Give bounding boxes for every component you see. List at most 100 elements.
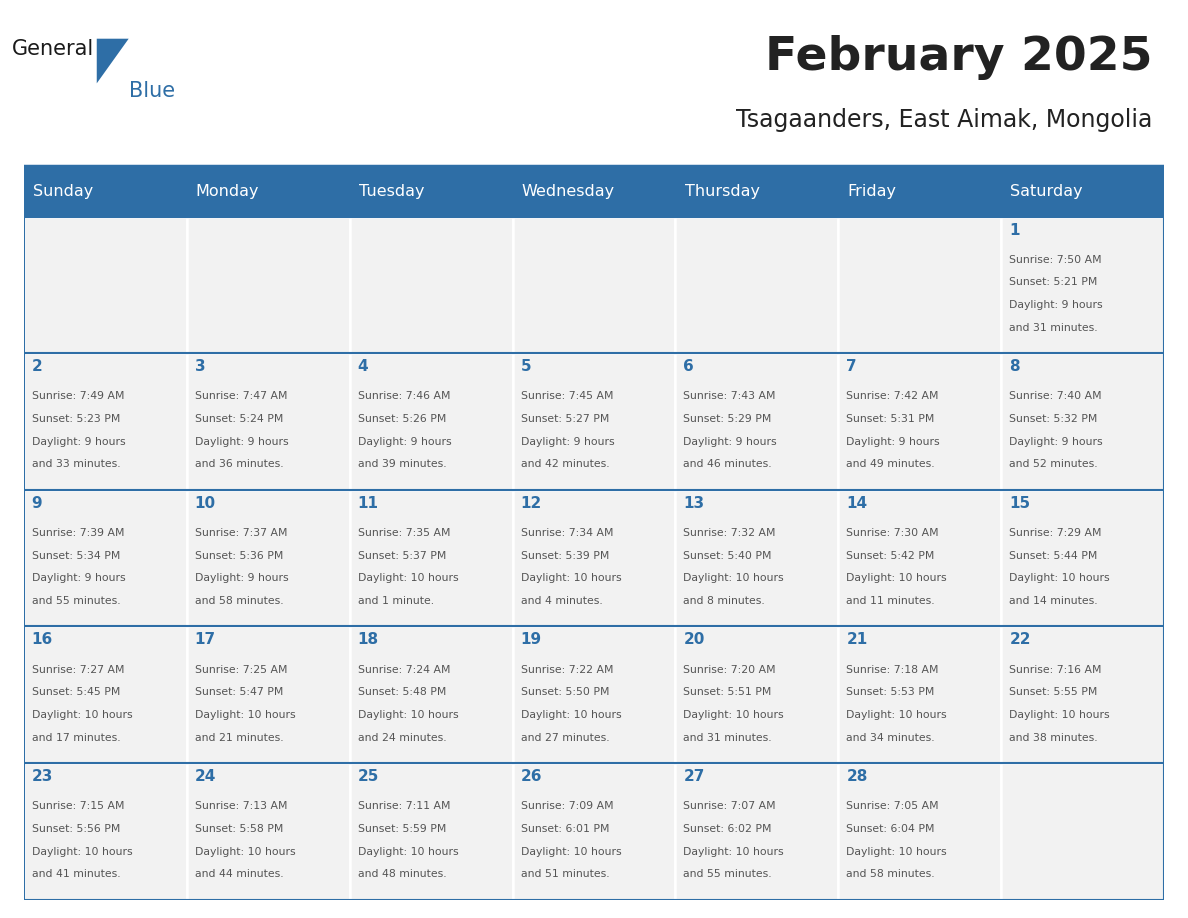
Text: Daylight: 9 hours: Daylight: 9 hours xyxy=(32,574,126,583)
Bar xyxy=(839,167,1001,217)
Bar xyxy=(24,217,187,353)
Bar xyxy=(676,626,839,763)
Bar xyxy=(839,763,1001,900)
Text: Sunset: 5:48 PM: Sunset: 5:48 PM xyxy=(358,688,446,698)
Bar xyxy=(676,167,839,217)
Text: 6: 6 xyxy=(683,359,694,375)
Text: and 11 minutes.: and 11 minutes. xyxy=(846,596,935,606)
Text: 19: 19 xyxy=(520,633,542,647)
Text: Sunset: 5:27 PM: Sunset: 5:27 PM xyxy=(520,414,609,424)
Text: 7: 7 xyxy=(846,359,857,375)
Text: 10: 10 xyxy=(195,496,216,510)
Text: Sunset: 5:36 PM: Sunset: 5:36 PM xyxy=(195,551,283,561)
Text: Sunrise: 7:50 AM: Sunrise: 7:50 AM xyxy=(1010,254,1102,264)
Text: Tsagaanders, East Aimak, Mongolia: Tsagaanders, East Aimak, Mongolia xyxy=(737,108,1152,132)
Text: 24: 24 xyxy=(195,769,216,784)
Text: Sunset: 5:29 PM: Sunset: 5:29 PM xyxy=(683,414,772,424)
Text: and 42 minutes.: and 42 minutes. xyxy=(520,460,609,469)
Text: and 58 minutes.: and 58 minutes. xyxy=(195,596,283,606)
Text: Sunrise: 7:15 AM: Sunrise: 7:15 AM xyxy=(32,801,125,812)
Text: and 4 minutes.: and 4 minutes. xyxy=(520,596,602,606)
Text: Sunrise: 7:49 AM: Sunrise: 7:49 AM xyxy=(32,391,125,401)
Bar xyxy=(349,167,512,217)
Text: Daylight: 9 hours: Daylight: 9 hours xyxy=(195,574,289,583)
Text: Sunset: 5:31 PM: Sunset: 5:31 PM xyxy=(846,414,935,424)
Text: Sunset: 6:04 PM: Sunset: 6:04 PM xyxy=(846,823,935,834)
Text: Daylight: 9 hours: Daylight: 9 hours xyxy=(195,437,289,447)
Text: 3: 3 xyxy=(195,359,206,375)
Text: 21: 21 xyxy=(846,633,867,647)
Text: 22: 22 xyxy=(1010,633,1031,647)
Text: and 14 minutes.: and 14 minutes. xyxy=(1010,596,1098,606)
Text: Sunrise: 7:07 AM: Sunrise: 7:07 AM xyxy=(683,801,776,812)
Text: Sunday: Sunday xyxy=(33,185,93,199)
Text: 20: 20 xyxy=(683,633,704,647)
Bar xyxy=(24,167,187,217)
Bar xyxy=(512,167,676,217)
Text: Sunrise: 7:20 AM: Sunrise: 7:20 AM xyxy=(683,665,776,675)
Text: Monday: Monday xyxy=(196,185,259,199)
Text: 8: 8 xyxy=(1010,359,1020,375)
Text: and 17 minutes.: and 17 minutes. xyxy=(32,733,120,743)
Text: and 51 minutes.: and 51 minutes. xyxy=(520,869,609,879)
Bar xyxy=(24,763,187,900)
Text: Tuesday: Tuesday xyxy=(359,185,424,199)
Text: Sunset: 5:53 PM: Sunset: 5:53 PM xyxy=(846,688,935,698)
Text: Sunrise: 7:37 AM: Sunrise: 7:37 AM xyxy=(195,528,287,538)
Bar xyxy=(187,217,349,353)
Bar xyxy=(349,353,512,490)
Text: and 38 minutes.: and 38 minutes. xyxy=(1010,733,1098,743)
Text: Wednesday: Wednesday xyxy=(522,185,614,199)
Text: Daylight: 10 hours: Daylight: 10 hours xyxy=(683,574,784,583)
Text: Daylight: 10 hours: Daylight: 10 hours xyxy=(358,574,459,583)
Text: Sunset: 5:39 PM: Sunset: 5:39 PM xyxy=(520,551,609,561)
Text: Sunrise: 7:45 AM: Sunrise: 7:45 AM xyxy=(520,391,613,401)
Bar xyxy=(349,490,512,626)
Text: 14: 14 xyxy=(846,496,867,510)
Text: Sunset: 5:21 PM: Sunset: 5:21 PM xyxy=(1010,277,1098,287)
Bar xyxy=(187,167,349,217)
Text: Saturday: Saturday xyxy=(1011,185,1083,199)
Text: Sunset: 5:59 PM: Sunset: 5:59 PM xyxy=(358,823,446,834)
Text: Sunset: 5:47 PM: Sunset: 5:47 PM xyxy=(195,688,283,698)
Text: Sunrise: 7:13 AM: Sunrise: 7:13 AM xyxy=(195,801,287,812)
Text: and 49 minutes.: and 49 minutes. xyxy=(846,460,935,469)
Text: Sunrise: 7:40 AM: Sunrise: 7:40 AM xyxy=(1010,391,1102,401)
Text: Sunset: 5:23 PM: Sunset: 5:23 PM xyxy=(32,414,120,424)
Text: Sunrise: 7:18 AM: Sunrise: 7:18 AM xyxy=(846,665,939,675)
Text: 15: 15 xyxy=(1010,496,1030,510)
Bar xyxy=(349,217,512,353)
Text: Daylight: 9 hours: Daylight: 9 hours xyxy=(846,437,940,447)
Bar xyxy=(1001,763,1164,900)
Text: and 27 minutes.: and 27 minutes. xyxy=(520,733,609,743)
Text: Daylight: 10 hours: Daylight: 10 hours xyxy=(520,574,621,583)
Text: and 21 minutes.: and 21 minutes. xyxy=(195,733,283,743)
Text: and 52 minutes.: and 52 minutes. xyxy=(1010,460,1098,469)
Text: 12: 12 xyxy=(520,496,542,510)
Bar xyxy=(676,353,839,490)
Text: Blue: Blue xyxy=(128,81,175,101)
Text: 1: 1 xyxy=(1010,222,1019,238)
Bar xyxy=(1001,167,1164,217)
Text: 28: 28 xyxy=(846,769,867,784)
Text: Sunset: 6:01 PM: Sunset: 6:01 PM xyxy=(520,823,609,834)
Text: and 36 minutes.: and 36 minutes. xyxy=(195,460,283,469)
Bar xyxy=(676,763,839,900)
Text: Sunset: 5:37 PM: Sunset: 5:37 PM xyxy=(358,551,446,561)
Text: Daylight: 10 hours: Daylight: 10 hours xyxy=(846,574,947,583)
Text: Sunrise: 7:46 AM: Sunrise: 7:46 AM xyxy=(358,391,450,401)
Text: 5: 5 xyxy=(520,359,531,375)
Bar xyxy=(24,353,187,490)
Bar xyxy=(349,626,512,763)
Text: Daylight: 10 hours: Daylight: 10 hours xyxy=(846,846,947,856)
Text: 11: 11 xyxy=(358,496,379,510)
Bar xyxy=(187,490,349,626)
Text: Sunrise: 7:16 AM: Sunrise: 7:16 AM xyxy=(1010,665,1101,675)
Text: Friday: Friday xyxy=(847,185,897,199)
Text: Daylight: 10 hours: Daylight: 10 hours xyxy=(358,846,459,856)
Text: and 39 minutes.: and 39 minutes. xyxy=(358,460,447,469)
Text: Daylight: 10 hours: Daylight: 10 hours xyxy=(520,710,621,720)
Text: Thursday: Thursday xyxy=(684,185,759,199)
Text: Sunset: 5:45 PM: Sunset: 5:45 PM xyxy=(32,688,120,698)
Text: Sunrise: 7:39 AM: Sunrise: 7:39 AM xyxy=(32,528,125,538)
